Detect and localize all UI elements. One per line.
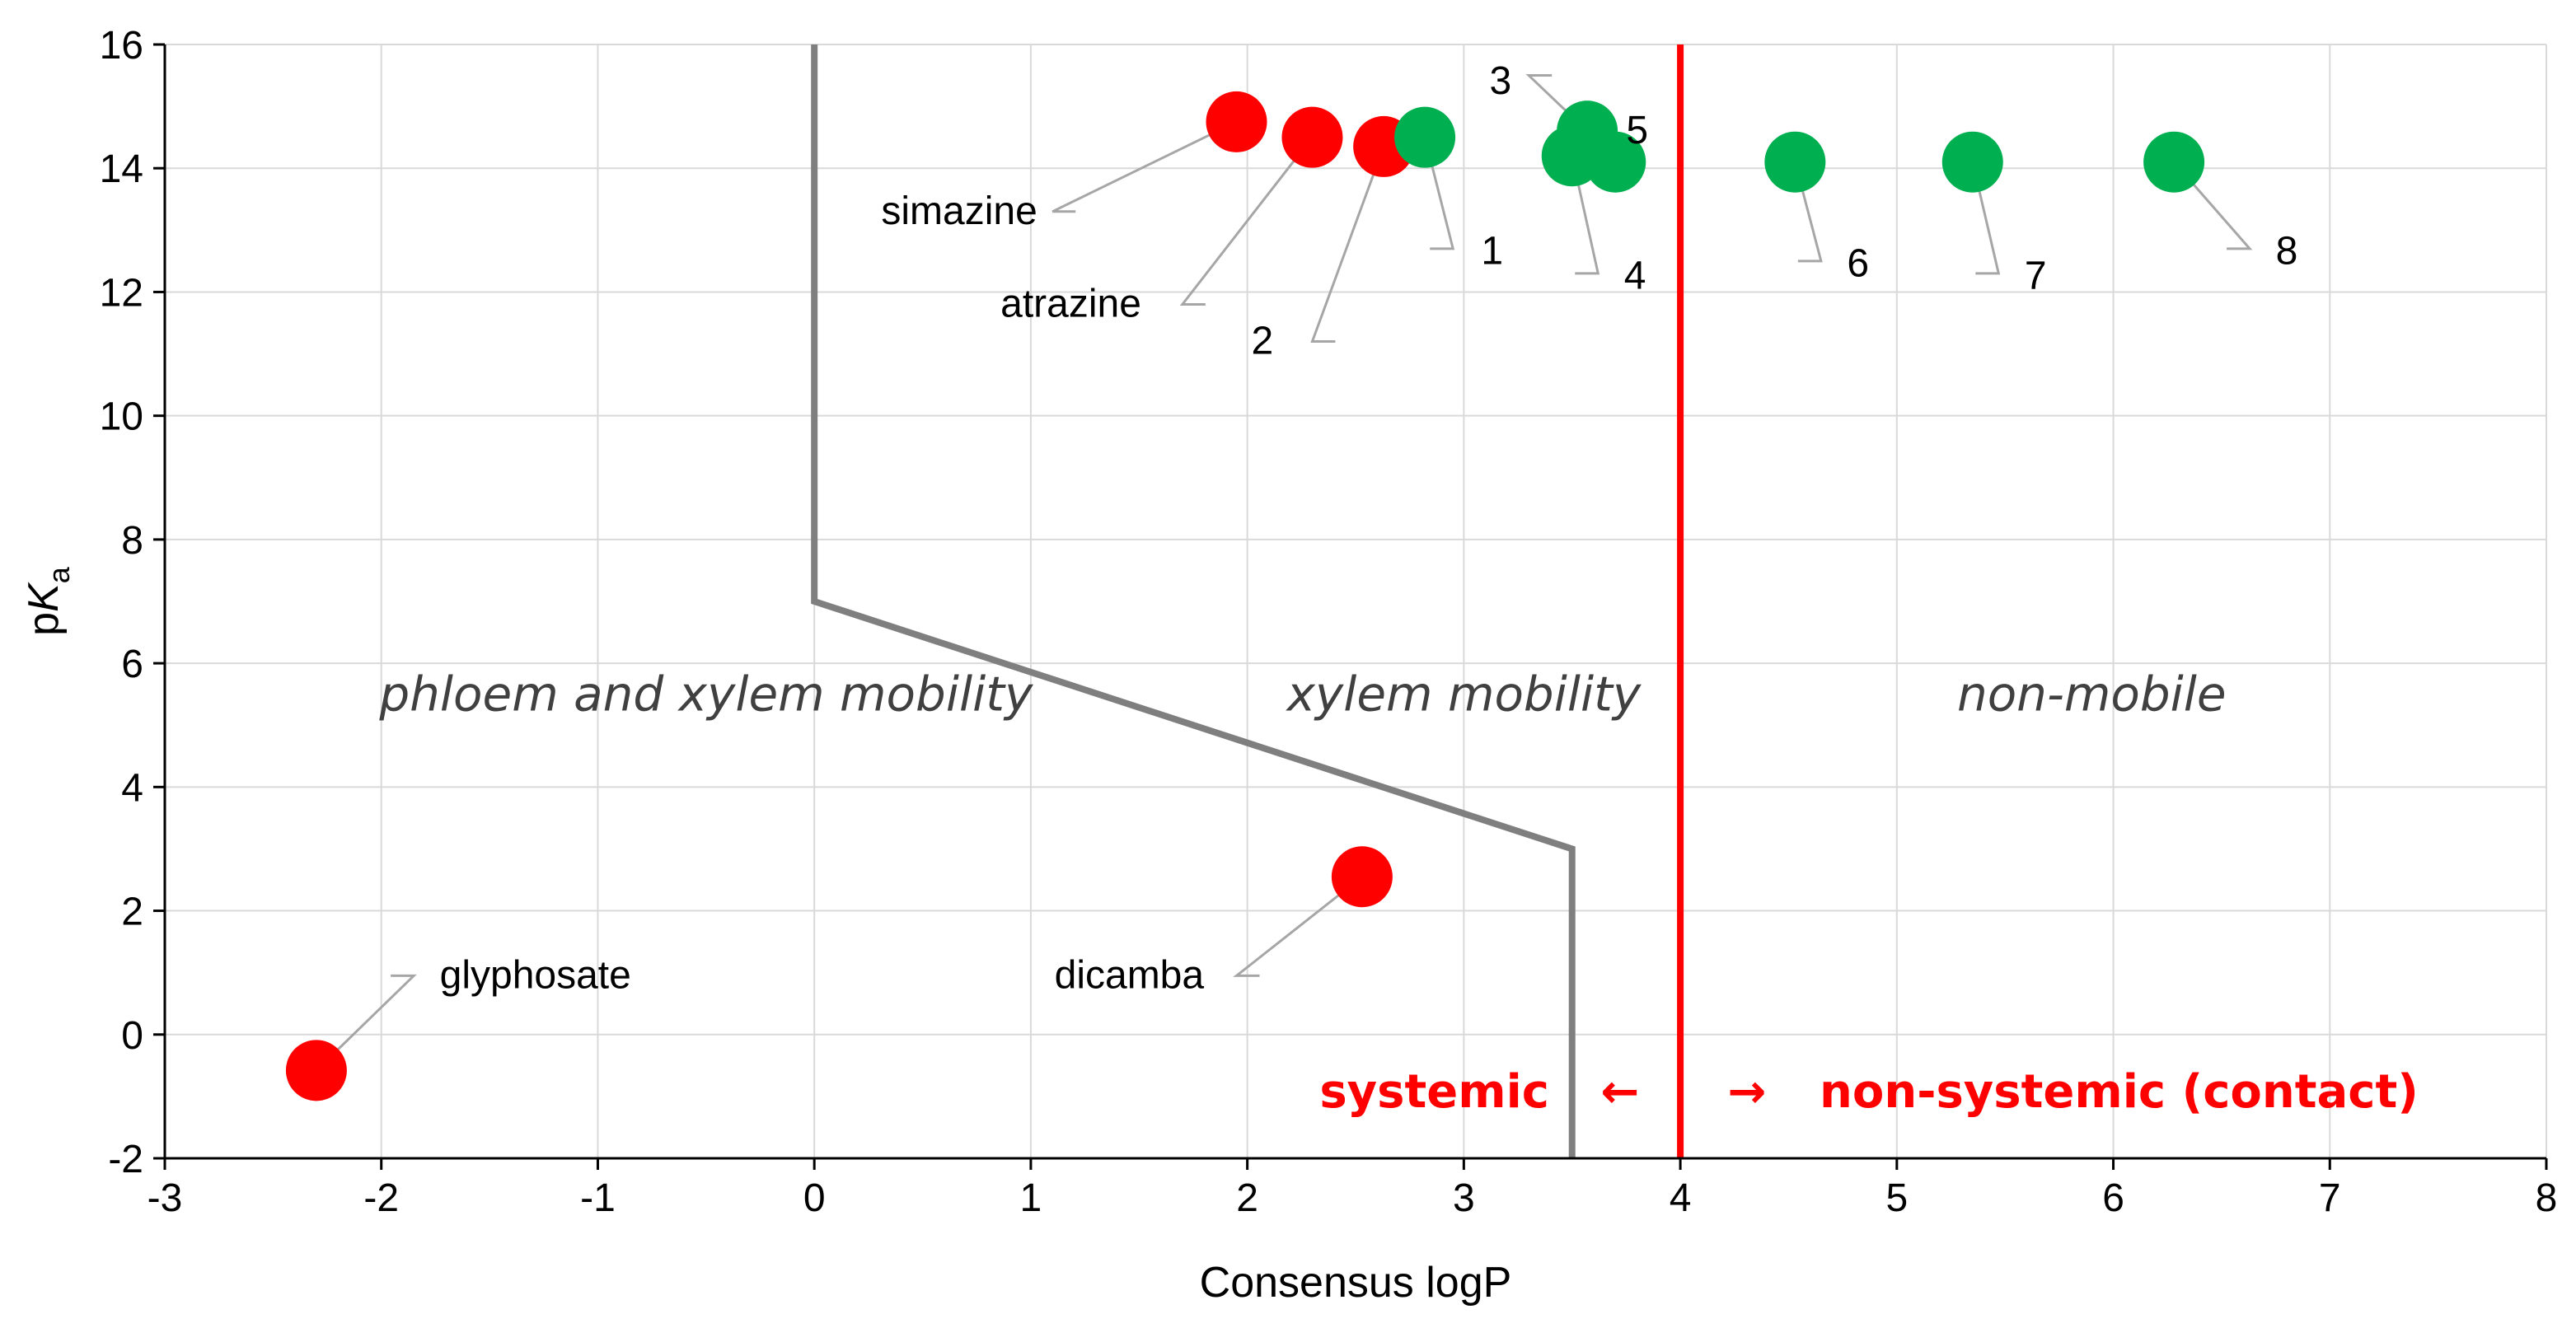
- non-systemic-label: non-systemic (contact): [1820, 1065, 2419, 1119]
- leader-line-simazine: [1051, 120, 1238, 213]
- y-tick-label: 8: [121, 519, 143, 563]
- y-tick-label: 14: [100, 147, 143, 191]
- data-point-dicamba: [1331, 846, 1393, 908]
- y-tick-label: 0: [121, 1014, 143, 1058]
- data-point-6: [1764, 131, 1826, 193]
- leader-line-2: [1310, 146, 1385, 344]
- y-tick-label: 2: [121, 891, 143, 934]
- y-tick-label: 16: [100, 24, 143, 68]
- y-tick-label: 10: [100, 395, 143, 439]
- x-tick-label: 3: [1453, 1176, 1475, 1220]
- left-arrow-label: ←: [1601, 1065, 1640, 1119]
- y-tick-label: 4: [121, 766, 143, 810]
- right-arrow-label: →: [1728, 1065, 1767, 1119]
- data-point-1: [1394, 106, 1456, 168]
- point-label-2: 2: [1251, 320, 1273, 363]
- x-tick-label: 5: [1885, 1176, 1908, 1220]
- x-tick-label: 4: [1670, 1176, 1692, 1220]
- y-axis-title-italic: K: [20, 582, 68, 612]
- leader-line-6: [1793, 161, 1823, 263]
- y-tick-label: 6: [121, 643, 143, 686]
- leader-line-7: [1971, 161, 2001, 275]
- leader-line-glyphosate: [315, 974, 417, 1072]
- region-label-non-mobile: non-mobile: [1957, 666, 2227, 722]
- y-axis-title-prefix: p: [20, 612, 68, 636]
- point-label-1: 1: [1481, 230, 1503, 274]
- y-tick-label: -2: [108, 1138, 143, 1181]
- x-tick-label: 2: [1236, 1176, 1258, 1220]
- x-axis-ticks: -3 -2 -1 0 1 2 3 4 5 6 7 8: [148, 1158, 2558, 1220]
- leader-line-atrazine: [1179, 136, 1314, 306]
- leader-line-4: [1571, 155, 1600, 275]
- point-label-glyphosate: glyphosate: [440, 953, 631, 997]
- data-points: [285, 91, 2205, 1101]
- point-label-8: 8: [2276, 230, 2298, 274]
- data-point-4: [1541, 125, 1603, 187]
- point-label-7: 7: [2025, 255, 2047, 298]
- point-labels: simazine atrazine 2 dicamba glyphosate 1 3 5 4 6 7…: [440, 59, 2298, 997]
- data-point-simazine: [1206, 91, 1267, 152]
- x-axis-title: Consensus logP: [1200, 1259, 1512, 1307]
- point-label-simazine: simazine: [881, 189, 1037, 233]
- x-tick-label: 6: [2102, 1176, 2124, 1220]
- y-axis-title-subscript: a: [42, 566, 76, 583]
- data-point-7: [1941, 131, 2003, 193]
- data-point-glyphosate: [285, 1040, 347, 1101]
- data-point-8: [2143, 131, 2205, 193]
- y-axis-title: pKa: [20, 566, 76, 636]
- y-axis-ticks: -2 0 2 4 6 8 10 12 14 16: [100, 24, 165, 1181]
- mobility-boundary-line: [811, 44, 1576, 1158]
- point-label-6: 6: [1847, 242, 1869, 286]
- point-label-4: 4: [1624, 255, 1646, 298]
- x-tick-label: 0: [803, 1176, 826, 1220]
- leader-line-1: [1423, 137, 1455, 250]
- systemic-label: systemic: [1319, 1065, 1549, 1119]
- region-label-phloem-xylem: phloem and xylem mobility: [378, 666, 1033, 722]
- data-point-atrazine: [1281, 106, 1343, 168]
- point-label-atrazine: atrazine: [1000, 282, 1141, 325]
- x-tick-label: -2: [363, 1176, 399, 1220]
- label-leader-lines: [315, 74, 2253, 1072]
- point-label-3: 3: [1489, 59, 1511, 103]
- point-label-dicamba: dicamba: [1055, 953, 1205, 997]
- x-tick-label: 8: [2536, 1176, 2558, 1220]
- leader-line-dicamba: [1233, 876, 1363, 977]
- y-tick-label: 12: [100, 271, 143, 315]
- x-tick-label: -1: [580, 1176, 616, 1220]
- point-label-5: 5: [1626, 109, 1648, 152]
- x-tick-label: 1: [1020, 1176, 1042, 1220]
- x-tick-label: 7: [2319, 1176, 2341, 1220]
- leader-line-8: [2172, 161, 2253, 250]
- region-label-xylem: xylem mobility: [1286, 666, 1642, 722]
- x-tick-label: -3: [148, 1176, 183, 1220]
